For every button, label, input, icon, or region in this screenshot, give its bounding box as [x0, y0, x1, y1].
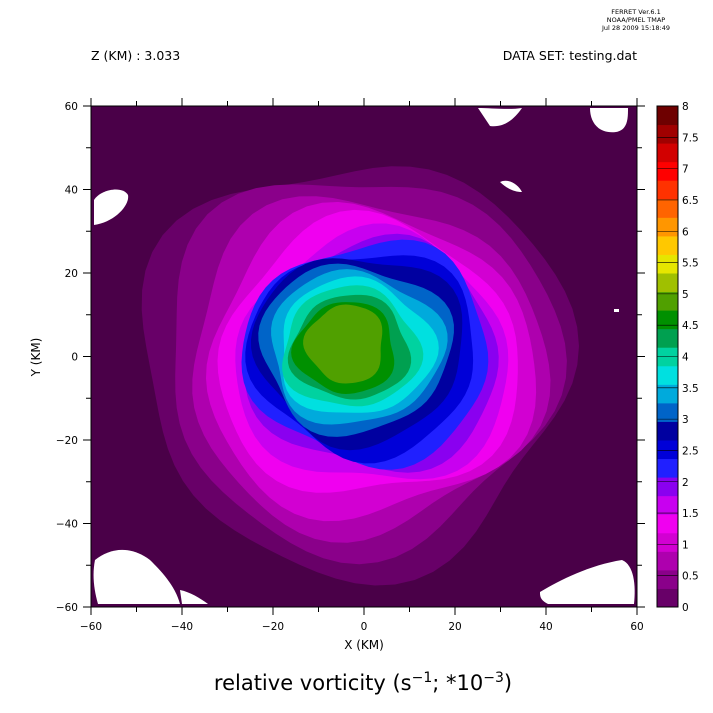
- caption-main: relative vorticity (s: [214, 671, 412, 695]
- x-axis-label: X (KM): [344, 638, 384, 652]
- colorbar-swatch: [657, 328, 678, 348]
- y-tick-label: 0: [71, 352, 78, 364]
- missing-region-topleft: [94, 189, 129, 225]
- colorbar-label: 1: [682, 539, 689, 551]
- colorbar-label: 0.5: [682, 571, 699, 583]
- colorbar-swatch: [657, 143, 678, 163]
- colorbar-label: 4.5: [682, 320, 699, 332]
- colorbar-swatch: [657, 514, 678, 534]
- dataset-label: DATA SET: testing.dat: [503, 48, 637, 63]
- colorbar-swatch: [657, 254, 678, 274]
- caption-sup1: −1: [412, 670, 433, 686]
- z-level-label: Z (KM) : 3.033: [91, 48, 180, 63]
- colorbar-label: 8: [682, 101, 689, 113]
- colorbar-swatch: [657, 458, 678, 478]
- y-tick-label: −40: [56, 519, 78, 531]
- missing-region-bottomleft: [93, 549, 180, 604]
- colorbar-swatch: [657, 273, 678, 293]
- colorbar-swatch: [657, 235, 678, 255]
- colorbar-label: 1.5: [682, 508, 699, 520]
- y-tick-label: 20: [65, 268, 78, 280]
- x-tick-label: −60: [80, 621, 102, 633]
- colorbar-label: 6: [682, 226, 689, 238]
- colorbar-swatch: [657, 310, 678, 330]
- y-tick-label: 60: [65, 101, 78, 113]
- caption-end: ): [504, 671, 512, 695]
- axes: −60 −40 −20 0 20 40 60 −60 −40 −20 0 20 40 60: [56, 98, 645, 633]
- ferret-stamp-1: FERRET Ver.6.1: [611, 8, 660, 16]
- colorbar-swatch: [657, 569, 678, 589]
- missing-region-dot: [614, 309, 619, 312]
- colorbar-label: 2.5: [682, 445, 699, 457]
- missing-region-topright-1: [478, 108, 522, 127]
- colorbar-label: 7: [682, 164, 689, 176]
- x-tick-label: 60: [630, 621, 643, 633]
- x-tick-label: 0: [361, 621, 368, 633]
- colorbar: 0 0.5 1 1.5 2 2.5 3 3.5 4 4.5 5 5.5 6 6.5 7 7.5 8: [656, 101, 699, 614]
- colorbar-swatch: [657, 477, 678, 497]
- caption-mid: ; *10: [432, 671, 483, 695]
- colorbar-label: 6.5: [682, 195, 699, 207]
- ferret-stamp-2: NOAA/PMEL TMAP: [607, 16, 665, 24]
- missing-region-topright-2: [590, 108, 628, 133]
- colorbar-swatch: [657, 384, 678, 404]
- colorbar-label: 5.5: [682, 258, 699, 270]
- colorbar-label: 3: [682, 414, 689, 426]
- x-tick-label: −20: [262, 621, 284, 633]
- x-tick-label: 40: [539, 621, 552, 633]
- colorbar-swatch: [657, 588, 678, 608]
- colorbar-label: 7.5: [682, 132, 699, 144]
- colorbar-label: 2: [682, 477, 689, 489]
- colorbar-label: 3.5: [682, 383, 699, 395]
- missing-region-right-1: [500, 180, 522, 192]
- x-tick-label: −40: [171, 621, 193, 633]
- plot-caption: relative vorticity (s−1; *10−3): [214, 670, 512, 695]
- contour-band: [303, 304, 383, 384]
- colorbar-label: 4: [682, 352, 689, 364]
- colorbar-swatch: [657, 532, 678, 552]
- missing-data-regions: [93, 108, 635, 604]
- colorbar-swatch: [657, 124, 678, 144]
- y-axis-label: Y (KM): [29, 338, 43, 378]
- colorbar-label: 5: [682, 289, 689, 301]
- colorbar-swatch: [657, 421, 678, 441]
- colorbar-swatch: [657, 402, 678, 422]
- y-tick-label: −20: [56, 435, 78, 447]
- colorbar-swatch: [657, 291, 678, 311]
- x-tick-label: 20: [448, 621, 461, 633]
- colorbar-swatch: [657, 217, 678, 237]
- ferret-stamp-3: Jul 28 2009 15:18:49: [601, 24, 670, 32]
- missing-region-bottom: [180, 590, 208, 604]
- y-tick-label: −60: [56, 602, 78, 614]
- y-tick-label: 40: [65, 185, 78, 197]
- caption-sup2: −3: [483, 670, 504, 686]
- colorbar-label: 0: [682, 602, 689, 614]
- colorbar-swatch: [657, 106, 678, 126]
- colorbar-swatch: [657, 440, 678, 460]
- colorbar-swatch: [657, 495, 678, 515]
- missing-region-bottomright: [540, 560, 635, 604]
- vorticity-contours: [141, 166, 579, 586]
- colorbar-swatch: [657, 180, 678, 200]
- colorbar-swatch: [657, 161, 678, 181]
- colorbar-swatch: [657, 365, 678, 385]
- colorbar-swatch: [657, 198, 678, 218]
- colorbar-swatch: [657, 551, 678, 571]
